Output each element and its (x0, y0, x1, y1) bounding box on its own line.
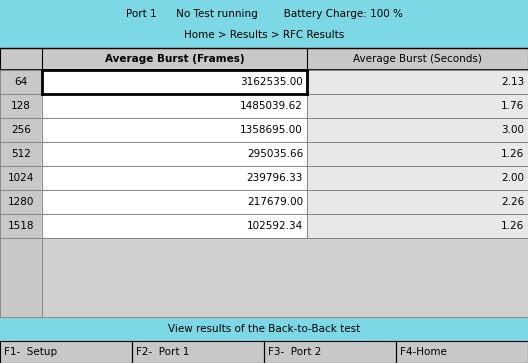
Bar (307, 94, 528, 118)
Bar (0, 190, 42, 214)
Text: Home > Results > RFC Results: Home > Results > RFC Results (184, 29, 344, 40)
Text: 2.00: 2.00 (501, 173, 524, 183)
Text: 256: 256 (11, 125, 31, 135)
Text: 217679.00: 217679.00 (247, 197, 303, 207)
Bar (132, 341, 264, 363)
Bar (0, 0, 528, 48)
Text: 295035.66: 295035.66 (247, 149, 303, 159)
Bar (264, 341, 396, 363)
Text: 64: 64 (14, 77, 27, 87)
Bar (0, 48, 42, 70)
Text: Average Burst (Seconds): Average Burst (Seconds) (353, 54, 482, 64)
Bar (0, 214, 42, 238)
Text: Port 1      No Test running        Battery Charge: 100 %: Port 1 No Test running Battery Charge: 1… (126, 9, 402, 19)
Bar (396, 341, 528, 363)
Bar (307, 70, 528, 94)
Bar (307, 190, 528, 214)
Text: 2.26: 2.26 (501, 197, 524, 207)
Bar (42, 118, 307, 142)
Text: Average Burst (Frames): Average Burst (Frames) (105, 54, 244, 64)
Text: 1.26: 1.26 (501, 149, 524, 159)
Bar (42, 214, 307, 238)
Text: 1024: 1024 (8, 173, 34, 183)
Bar (307, 166, 528, 190)
Text: F1-  Setup: F1- Setup (4, 347, 57, 357)
Bar (0, 94, 42, 118)
Bar (0, 142, 42, 166)
Bar (42, 238, 528, 317)
Bar (0, 166, 42, 190)
Bar (307, 118, 528, 142)
Text: F2-  Port 1: F2- Port 1 (136, 347, 190, 357)
Text: 1358695.00: 1358695.00 (240, 125, 303, 135)
Bar (42, 94, 307, 118)
Bar (0, 238, 42, 317)
Text: 1.76: 1.76 (501, 101, 524, 111)
Text: 3162535.00: 3162535.00 (240, 77, 303, 87)
Text: 3.00: 3.00 (501, 125, 524, 135)
Text: F4-Home: F4-Home (400, 347, 447, 357)
Bar (307, 214, 528, 238)
Bar (307, 142, 528, 166)
Bar (42, 190, 307, 214)
Bar (0, 317, 528, 341)
Bar (0, 341, 132, 363)
Bar (42, 70, 307, 94)
Bar (42, 166, 307, 190)
Text: 1280: 1280 (8, 197, 34, 207)
Bar (0, 48, 528, 317)
Text: F3-  Port 2: F3- Port 2 (268, 347, 322, 357)
Text: 2.13: 2.13 (501, 77, 524, 87)
Text: 239796.33: 239796.33 (247, 173, 303, 183)
Bar (0, 118, 42, 142)
Text: View results of the Back-to-Back test: View results of the Back-to-Back test (168, 324, 360, 334)
Bar (307, 48, 528, 70)
Bar (0, 70, 42, 94)
Text: 1485039.62: 1485039.62 (240, 101, 303, 111)
Text: 128: 128 (11, 101, 31, 111)
Text: 1518: 1518 (8, 221, 34, 231)
Text: 512: 512 (11, 149, 31, 159)
Text: 1.26: 1.26 (501, 221, 524, 231)
Bar (42, 48, 307, 70)
Bar (42, 142, 307, 166)
Text: 102592.34: 102592.34 (247, 221, 303, 231)
